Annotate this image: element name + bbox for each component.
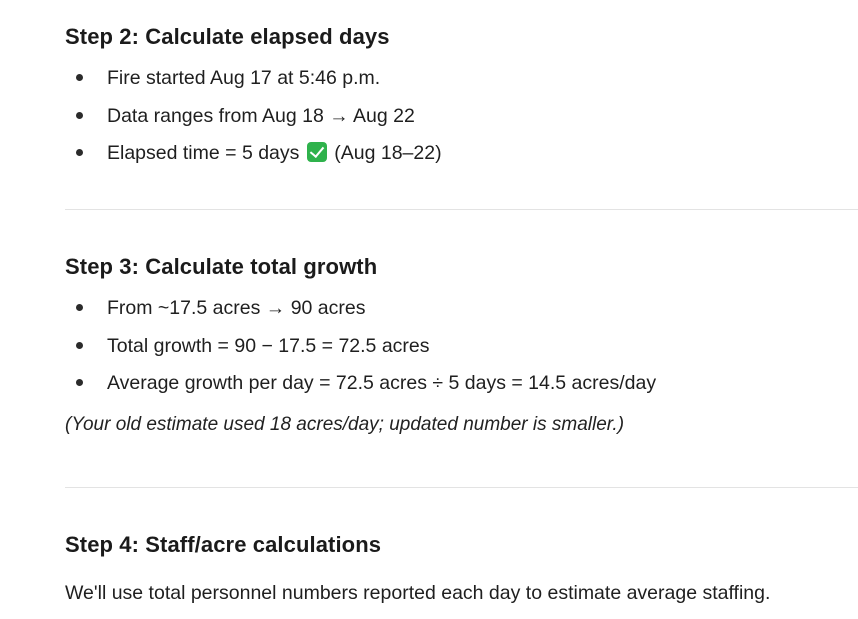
bullet-icon (76, 149, 83, 156)
list-item: From ~17.5 acres → 90 acres (65, 295, 858, 333)
list-item: Average growth per day = 72.5 acres ÷ 5 … (65, 370, 858, 408)
list-item-text-suffix: (Aug 18–22) (328, 142, 442, 164)
step-3-heading: Step 3: Calculate total growth (65, 254, 378, 279)
section-divider (65, 487, 858, 488)
bullet-icon (76, 341, 83, 349)
list-item-text: Total growth = 90 − 17.5 = 72.5 acres (107, 334, 430, 357)
section-divider (65, 209, 858, 210)
list-item: Elapsed time = 5 days (Aug 18–22) (65, 140, 858, 178)
bullet-icon (76, 111, 83, 119)
list-item: Data ranges from Aug 18 → Aug 22 (65, 103, 858, 141)
step-2-section: Step 2: Calculate elapsed days Fire star… (65, 23, 858, 178)
bullet-icon (76, 379, 83, 386)
list-item: Fire started Aug 17 at 5:46 p.m. (65, 65, 858, 103)
list-item-text-emphasis: Aug 17 at 5:46 p.m. (209, 67, 381, 89)
step-2-list: Fire started Aug 17 at 5:46 p.m. Data ra… (65, 65, 858, 178)
step-4-section: Step 4: Staff/acre calculations We'll us… (65, 531, 858, 606)
check-mark-icon (306, 142, 327, 162)
step-4-heading: Step 4: Staff/acre calculations (65, 532, 382, 557)
step-4-paragraph: We'll use total personnel numbers report… (65, 582, 771, 604)
list-item-text: Average growth per day = 72.5 acres ÷ 5 … (107, 372, 657, 394)
step-2-heading: Step 2: Calculate elapsed days (65, 24, 390, 49)
list-item-text: Data ranges from Aug 18 → Aug 22 (107, 104, 415, 127)
bullet-icon (76, 304, 83, 311)
list-item-text: Fire started (107, 67, 210, 89)
list-item-text: From ~17.5 acres → 90 acres (107, 297, 366, 319)
step-3-section: Step 3: Calculate total growth From ~17.… (65, 253, 858, 438)
bullet-icon (76, 74, 83, 81)
list-item: Total growth = 90 − 17.5 = 72.5 acres (65, 333, 858, 371)
italic-note: (Your old estimate used 18 acres/day; up… (65, 413, 625, 435)
list-item-text: Elapsed time = 5 days (107, 142, 305, 164)
step-3-list: From ~17.5 acres → 90 acres Total growth… (65, 295, 858, 408)
